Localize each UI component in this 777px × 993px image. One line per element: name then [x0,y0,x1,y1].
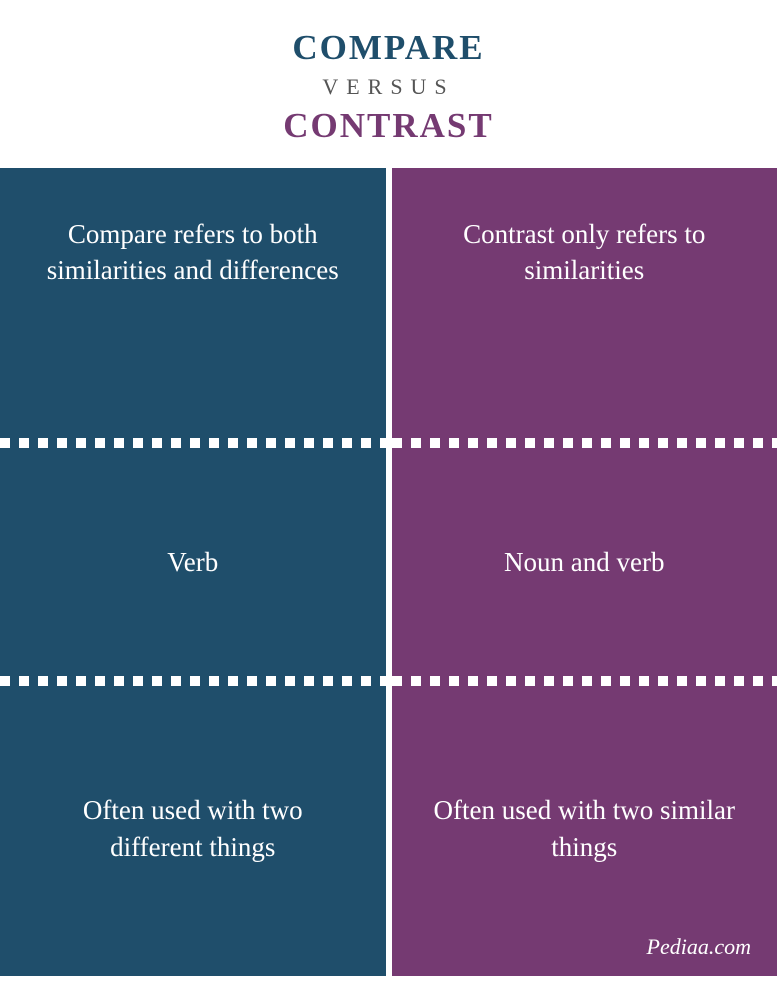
cell-left-3: Often used with two different things [0,681,386,976]
cell-text: Often used with two similar things [434,792,736,865]
header: COMPARE VERSUS CONTRAST [0,0,777,168]
cell-right-1: Contrast only refers to similarities [392,168,777,443]
row-divider-2 [392,676,777,686]
header-word1: COMPARE [0,28,777,68]
header-word2: CONTRAST [0,106,777,146]
row-divider-1 [0,438,386,448]
comparison-grid: Compare refers to both similarities and … [0,168,777,976]
cell-text: Often used with two different things [42,792,344,865]
cell-right-2: Noun and verb [392,443,777,681]
cell-left-2: Verb [0,443,386,681]
row-divider-1 [392,438,777,448]
cell-right-3: Often used with two similar things [392,681,777,976]
cell-left-1: Compare refers to both similarities and … [0,168,386,443]
column-right: Contrast only refers to similarities Nou… [389,168,777,976]
attribution: Pediaa.com [647,934,751,960]
cell-text: Noun and verb [504,544,664,580]
header-versus: VERSUS [0,74,777,100]
cell-text: Verb [167,544,218,580]
column-left: Compare refers to both similarities and … [0,168,389,976]
cell-text: Contrast only refers to similarities [434,216,736,289]
row-divider-2 [0,676,386,686]
cell-text: Compare refers to both similarities and … [42,216,344,289]
